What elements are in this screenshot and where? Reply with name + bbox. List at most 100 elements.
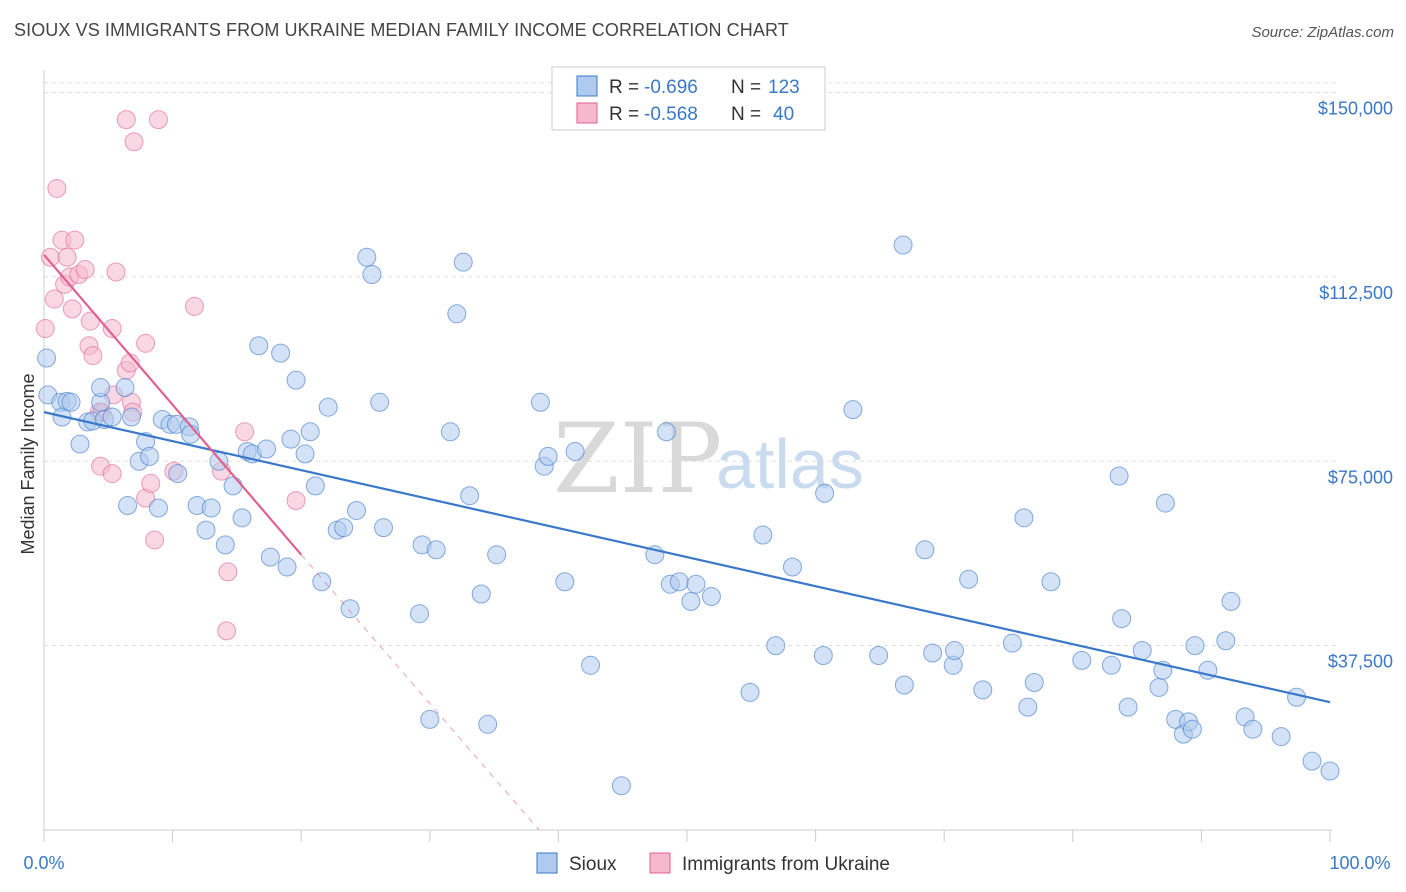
point-sioux [538, 446, 558, 466]
point-sioux [843, 400, 863, 420]
point-sioux [581, 655, 601, 675]
point-sioux [1155, 493, 1175, 513]
point-sioux [923, 643, 943, 663]
watermark-atlas: atlas [716, 425, 864, 503]
point-sioux [1182, 719, 1202, 739]
point-sioux [959, 569, 979, 589]
legend-top: R = -0.696 N = 123 R = -0.568 N = 40 [551, 66, 826, 131]
legend-swatch-ukraine [576, 102, 598, 124]
point-sioux [1014, 508, 1034, 528]
point-sioux [1018, 697, 1038, 717]
legend-n-value-sioux: 123 [768, 77, 800, 98]
point-sioux [565, 441, 585, 461]
point-sioux [410, 604, 430, 624]
point-sioux [447, 304, 467, 324]
point-sioux [782, 557, 802, 577]
point-sioux [232, 508, 252, 528]
point-ukraine [57, 247, 77, 267]
point-sioux [91, 378, 111, 398]
point-sioux [915, 540, 935, 560]
source-label: Source: ZipAtlas.com [1251, 24, 1394, 41]
point-sioux [766, 636, 786, 656]
point-sioux [215, 535, 235, 555]
chart-title: SIOUX VS IMMIGRANTS FROM UKRAINE MEDIAN … [14, 20, 789, 40]
x-ticks [43, 830, 1331, 842]
point-ukraine [141, 473, 161, 493]
legend-n-value-ukraine: 40 [773, 104, 794, 125]
series-ukraine [35, 110, 306, 641]
point-sioux [370, 392, 390, 412]
point-ukraine [184, 296, 204, 316]
y-tick-label: $37,500 [1328, 652, 1393, 672]
point-sioux [1002, 633, 1022, 653]
point-ukraine [62, 299, 82, 319]
point-sioux [1287, 687, 1307, 707]
point-sioux [168, 464, 188, 484]
point-sioux [334, 518, 354, 538]
bottom-legend-label-sioux: Sioux [569, 854, 617, 875]
bottom-legend-swatch-ukraine [649, 852, 671, 874]
point-sioux [1112, 609, 1132, 629]
trend-line-sioux [43, 411, 1331, 704]
point-sioux [813, 645, 833, 665]
point-sioux [1185, 636, 1205, 656]
watermark: ZIP atlas [553, 403, 864, 515]
point-sioux [374, 518, 394, 538]
y-axis-label: Median Family Income [18, 373, 38, 554]
trend-line-ukraine-extension [300, 554, 540, 831]
watermark-zip: ZIP [553, 403, 722, 515]
point-sioux [1221, 591, 1241, 611]
point-sioux [656, 422, 676, 442]
point-ukraine [80, 311, 100, 331]
point-ukraine [286, 491, 306, 511]
point-sioux [271, 343, 291, 363]
trend-lines [43, 254, 1331, 831]
point-ukraine [35, 319, 55, 339]
legend-r-value-ukraine: -0.568 [644, 104, 698, 125]
point-sioux [1302, 751, 1322, 771]
point-sioux [669, 572, 689, 592]
point-sioux [893, 235, 913, 255]
trend-line-ukraine [43, 254, 303, 556]
point-ukraine [83, 346, 103, 366]
y-tick-label: $75,000 [1328, 467, 1393, 487]
point-sioux [260, 547, 280, 567]
point-sioux [1243, 719, 1263, 739]
point-sioux [1041, 572, 1061, 592]
point-sioux [70, 434, 90, 454]
point-sioux [196, 520, 216, 540]
x-tick-label-max: 100.0% [1329, 853, 1390, 873]
bottom-legend-label-ukraine: Immigrants from Ukraine [682, 854, 890, 875]
point-ukraine [116, 110, 136, 130]
point-ukraine [65, 230, 85, 250]
point-sioux [869, 645, 889, 665]
point-ukraine [136, 333, 156, 353]
point-sioux [121, 407, 141, 427]
point-sioux [201, 498, 221, 518]
point-sioux [1271, 727, 1291, 747]
point-sioux [286, 370, 306, 390]
point-ukraine [102, 319, 122, 339]
point-sioux [346, 500, 366, 520]
point-sioux [1216, 631, 1236, 651]
point-sioux [530, 392, 550, 412]
point-sioux [1101, 655, 1121, 675]
point-sioux [300, 422, 320, 442]
point-sioux [487, 545, 507, 565]
point-ukraine [75, 260, 95, 280]
point-sioux [478, 714, 498, 734]
point-sioux [420, 709, 440, 729]
point-sioux [249, 336, 269, 356]
point-sioux [102, 407, 122, 427]
point-sioux [305, 476, 325, 496]
point-sioux [139, 446, 159, 466]
point-sioux [148, 498, 168, 518]
point-sioux [611, 776, 631, 796]
point-sioux [1118, 697, 1138, 717]
legend-bottom: Sioux Immigrants from Ukraine [536, 852, 890, 875]
point-sioux [555, 572, 575, 592]
x-tick-label-min: 0.0% [23, 853, 64, 873]
point-ukraine [102, 464, 122, 484]
point-sioux [471, 584, 491, 604]
